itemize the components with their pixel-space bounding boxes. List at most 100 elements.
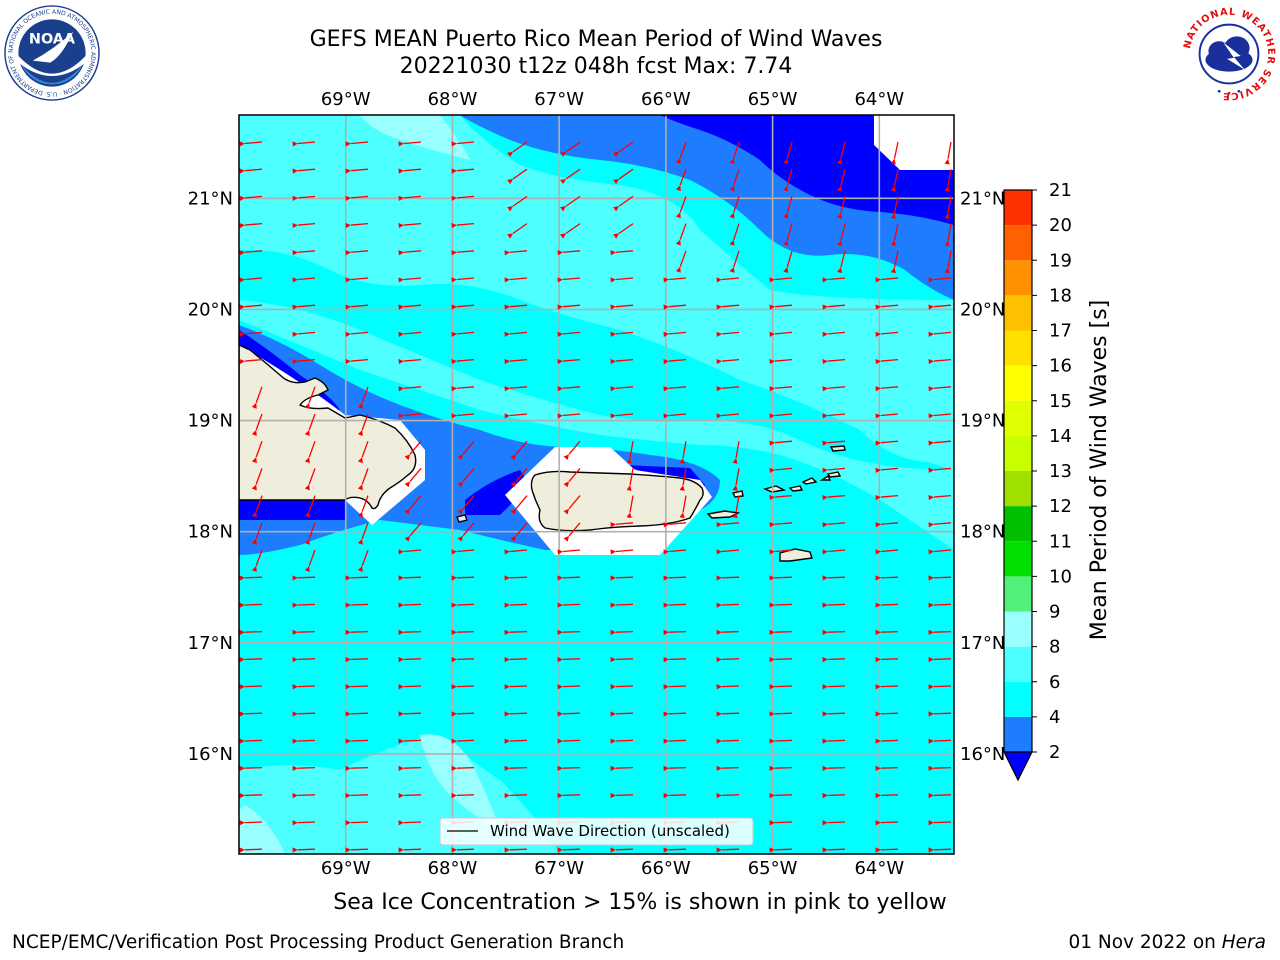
- wind-wave-arrow: [451, 304, 475, 310]
- wind-wave-arrow: [675, 196, 687, 219]
- wind-wave-arrow: [928, 765, 952, 771]
- wind-wave-arrow: [875, 467, 899, 473]
- wind-wave-arrow: [504, 549, 528, 555]
- wind-wave-arrow: [610, 575, 634, 581]
- wind-wave-arrow: [398, 277, 422, 283]
- wind-wave-arrow: [557, 711, 581, 717]
- lat-tick-left: 20°N: [188, 299, 233, 320]
- wind-wave-arrow: [928, 820, 952, 826]
- legend-box: [439, 817, 754, 846]
- wind-wave-arrow: [875, 820, 899, 826]
- wind-wave-arrow: [822, 792, 846, 799]
- footer-host: Hera: [1221, 932, 1266, 953]
- wind-wave-arrow: [783, 169, 793, 192]
- wind-wave-arrow: [732, 468, 740, 491]
- wind-wave-arrow: [451, 549, 475, 555]
- wind-wave-arrow: [292, 575, 316, 581]
- wind-wave-arrow: [928, 413, 952, 419]
- colorbar-segment: [1004, 681, 1032, 717]
- wind-wave-arrow: [345, 195, 369, 201]
- wind-wave-arrow: [404, 495, 422, 515]
- wind-wave-arrow: [663, 331, 687, 337]
- colorbar-extend-min: [1003, 751, 1033, 782]
- wind-wave-arrow: [398, 358, 422, 365]
- wind-wave-arrow: [613, 141, 634, 157]
- colorbar-tick-label: 15: [1049, 391, 1072, 412]
- colorbar-segment: [1004, 471, 1032, 507]
- lat-tick-right: 18°N: [960, 522, 1005, 543]
- wind-wave-arrow: [451, 358, 475, 365]
- wind-wave-arrow: [345, 792, 369, 799]
- wind-wave-arrow: [875, 494, 899, 501]
- wind-wave-arrow: [304, 413, 316, 436]
- wind-wave-arrow: [716, 386, 740, 392]
- wind-wave-arrow: [563, 440, 581, 461]
- wind-wave-arrow: [504, 602, 528, 608]
- wind-wave-arrow: [251, 522, 263, 545]
- wind-wave-arrow: [875, 684, 899, 690]
- wind-wave-arrow: [890, 169, 899, 192]
- wind-wave-arrow: [560, 168, 581, 185]
- wind-wave-arrow: [822, 602, 846, 608]
- wind-wave-arrow: [663, 792, 687, 799]
- wind-wave-arrow: [875, 792, 899, 799]
- wind-wave-arrow: [404, 467, 422, 488]
- wind-wave-arrow: [837, 196, 846, 219]
- wind-wave-arrow: [928, 494, 952, 501]
- wind-wave-arrow: [251, 468, 263, 491]
- wind-wave-arrow: [451, 331, 475, 337]
- colorbar-segment: [1004, 716, 1032, 752]
- wind-wave-arrow: [944, 169, 952, 192]
- wind-wave-arrow: [251, 386, 263, 409]
- wind-wave-arrow: [563, 522, 581, 542]
- culebra-island: [731, 490, 744, 498]
- wind-wave-arrow: [769, 331, 793, 337]
- wind-wave-arrow: [769, 522, 793, 528]
- anegada-island: [826, 471, 842, 478]
- wind-wave-arrow: [239, 711, 263, 717]
- wind-wave-arrow: [345, 168, 369, 174]
- wind-wave-arrow: [292, 331, 316, 337]
- wind-wave-arrow: [239, 820, 263, 826]
- colorbar-tick-label: 17: [1049, 321, 1072, 342]
- wind-wave-arrow: [398, 792, 422, 799]
- wind-wave-arrow: [663, 629, 687, 635]
- wind-wave-arrow: [875, 765, 899, 771]
- lon-tick-bottom: 69°W: [321, 858, 371, 879]
- lat-tick-left: 17°N: [188, 633, 233, 654]
- wind-wave-arrow: [398, 738, 422, 744]
- wind-wave-arrow: [451, 656, 475, 663]
- wind-wave-arrow: [557, 629, 581, 635]
- wind-wave-arrow: [928, 684, 952, 690]
- wind-wave-arrow: [875, 549, 899, 555]
- colorbar-segment: [1004, 435, 1032, 471]
- colorbar-segment: [1004, 260, 1032, 296]
- lat-tick-left: 19°N: [188, 411, 233, 432]
- wind-wave-arrow: [398, 656, 422, 663]
- wind-wave-arrow: [451, 277, 475, 283]
- wind-wave-arrow: [557, 684, 581, 690]
- wind-wave-arrow: [928, 602, 952, 608]
- wind-wave-arrow: [769, 304, 793, 310]
- wind-wave-arrow: [239, 575, 263, 581]
- wind-wave-arrow: [239, 304, 263, 310]
- wind-wave-arrow: [304, 522, 316, 545]
- wind-wave-arrow: [837, 141, 846, 165]
- wind-wave-arrow: [398, 820, 422, 826]
- vieques-island: [706, 510, 741, 519]
- wind-wave-arrow: [769, 440, 793, 446]
- wind-wave-arrow: [837, 169, 846, 192]
- wind-wave-arrow: [679, 441, 687, 464]
- wind-wave-arrow: [890, 196, 899, 219]
- wind-wave-arrow: [557, 386, 581, 392]
- wind-wave-arrow: [451, 711, 475, 717]
- wind-wave-arrow: [292, 358, 316, 365]
- wind-wave-arrow: [822, 277, 846, 283]
- wind-wave-arrow: [345, 656, 369, 663]
- wind-wave-arrow: [504, 575, 528, 581]
- lat-tick-right: 17°N: [960, 633, 1005, 654]
- wind-wave-arrow: [928, 331, 952, 337]
- wind-wave-arrow: [504, 277, 528, 283]
- wind-wave-arrow: [239, 792, 263, 799]
- wind-wave-arrow: [769, 765, 793, 771]
